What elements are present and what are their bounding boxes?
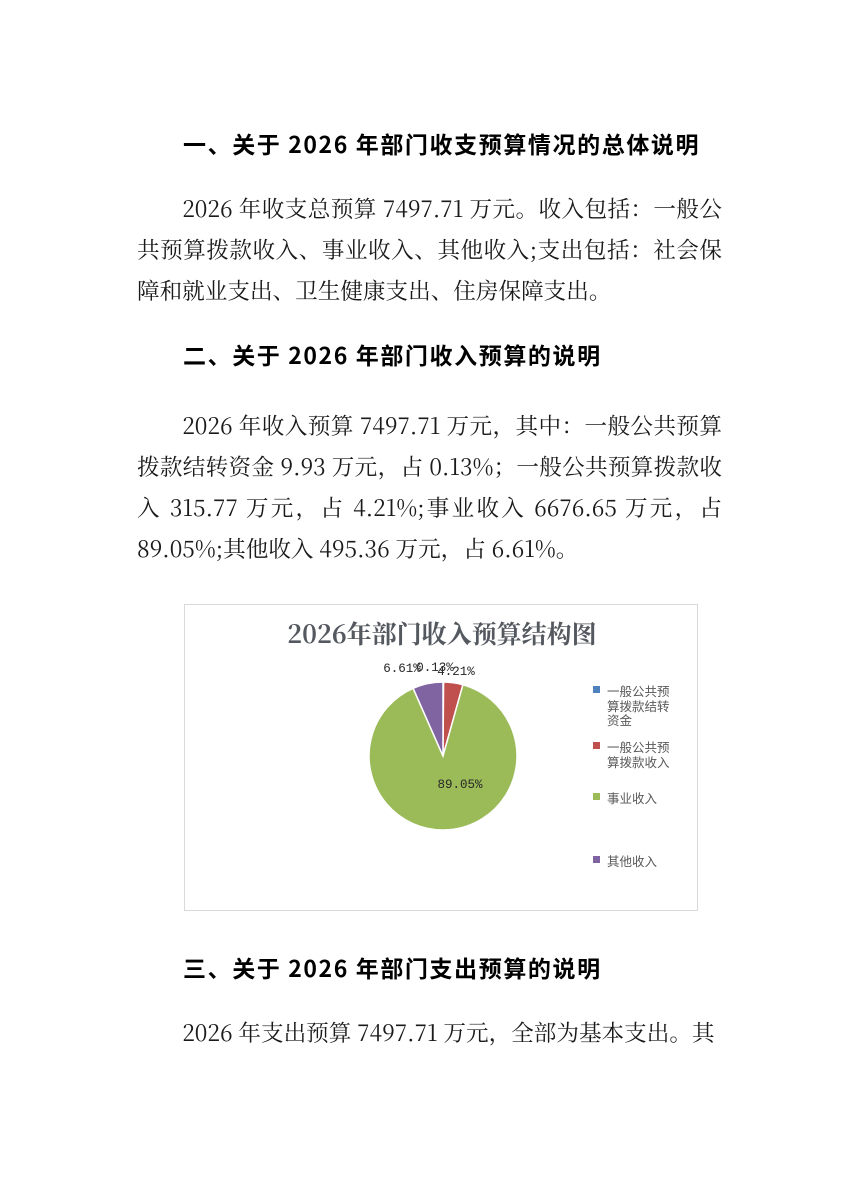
- svg-text:4.21%: 4.21%: [437, 665, 475, 679]
- svg-text:89.05%: 89.05%: [437, 778, 483, 792]
